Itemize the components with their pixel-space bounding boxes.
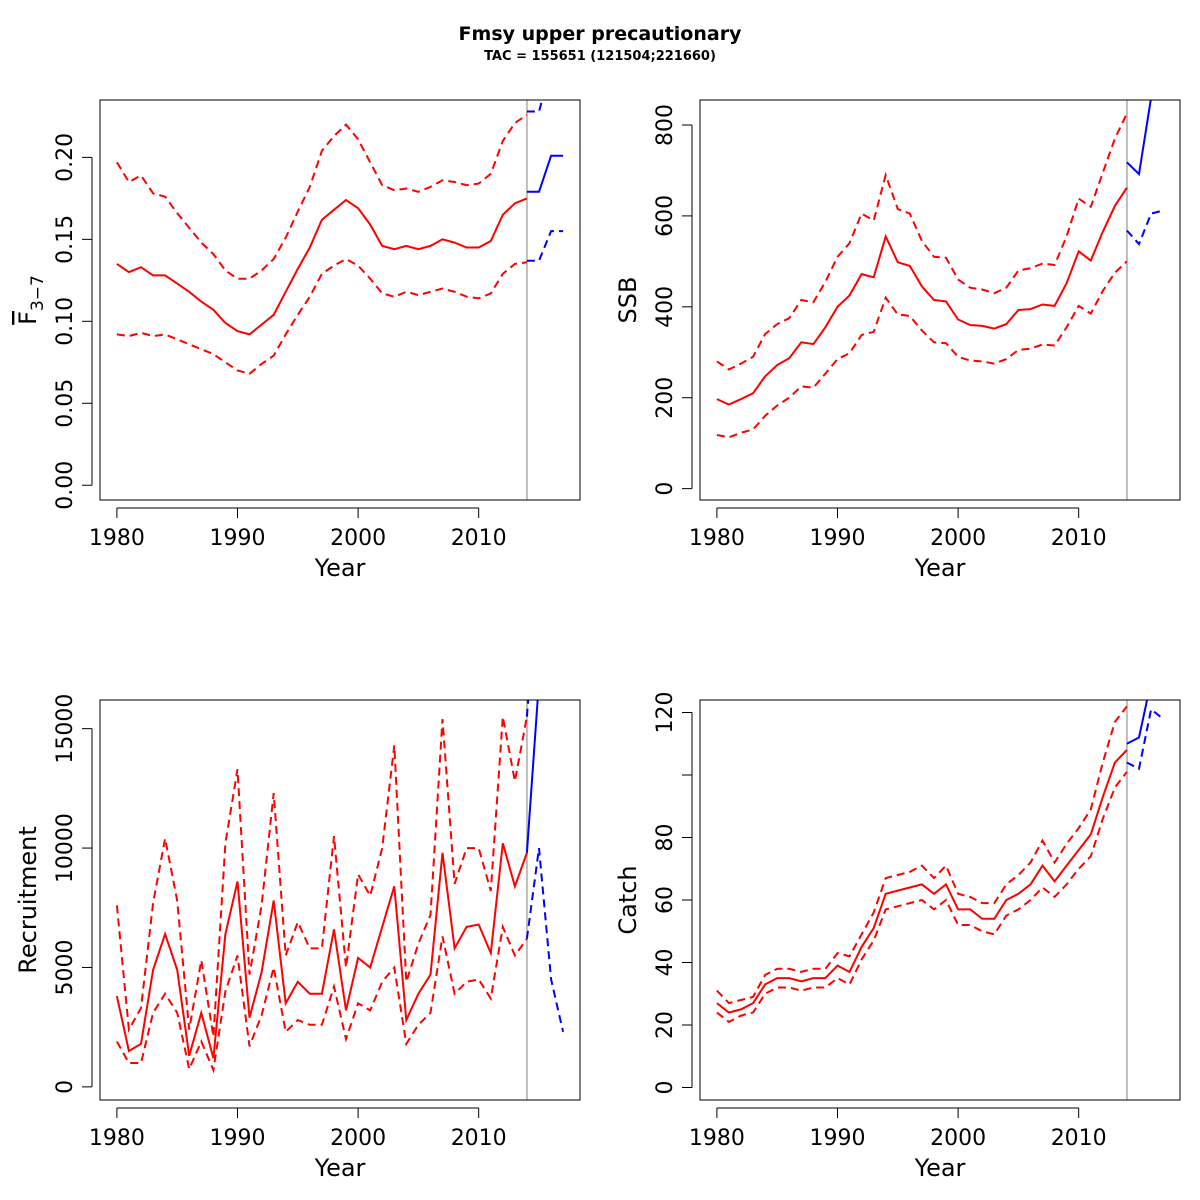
plot-area [716, 0, 1164, 439]
y-tick-label: 0.15 [53, 215, 78, 264]
y-tick-label: 0.05 [53, 379, 78, 428]
forecast-upper-bound [525, 700, 530, 717]
x-axis-label: Year [314, 1154, 366, 1182]
x-tick-label: 1990 [809, 526, 865, 551]
y-tick-label: 0.00 [53, 461, 78, 510]
x-tick-label: 2000 [930, 526, 986, 551]
y-tick-label: 15000 [53, 694, 78, 764]
forecast-estimate [1126, 700, 1149, 745]
forecast-lower-bound [1126, 707, 1164, 771]
y-axis-label: Recruitment [14, 826, 42, 973]
y-tick-label: 0.10 [53, 297, 78, 346]
y-axis-label: Catch [614, 865, 642, 934]
forecast-upper-bound [526, 100, 544, 113]
plot-area [716, 619, 1164, 1024]
panel-ssb: 1980 1990 2000 2010 Year 0 200 400 600 800 SSB [614, 0, 1181, 582]
x-axis-label: Year [914, 1154, 966, 1182]
plot-frame [699, 99, 1181, 501]
plot-frame [99, 699, 581, 1101]
x-tick-label: 2010 [1051, 526, 1107, 551]
panel-recruitment: 1980 1990 2000 2010 Year 0 5000 10000 15000 Recru… [14, 694, 581, 1182]
forecast-upper-bound [1127, 0, 1163, 89]
series-estimate [716, 749, 1128, 1014]
forecast-lower-bound [526, 230, 564, 262]
panel-catch: 1980 1990 2000 2010 Year 0 20 40 60 80 120 Catch [614, 619, 1181, 1182]
y-axis-label-main: F [14, 311, 42, 325]
y-axis-label: F3−7 [14, 275, 48, 325]
x-tick-label: 1990 [809, 1126, 865, 1151]
series-lower-bound [116, 923, 528, 1074]
y-axis-label-subscript: 3−7 [28, 275, 48, 311]
x-tick-label: 1990 [209, 526, 265, 551]
series-upper-bound [716, 705, 1128, 1005]
x-tick-label: 1980 [89, 1126, 145, 1151]
figure-title: Fmsy upper precautionary [459, 23, 743, 45]
x-tick-label: 1980 [689, 1126, 745, 1151]
y-tick-label: 400 [653, 286, 678, 328]
x-tick-label: 1980 [89, 526, 145, 551]
y-tick-label: 0.20 [53, 133, 78, 182]
series-upper-bound [116, 113, 528, 280]
forecast-estimate [526, 154, 564, 193]
panel-fbar: 1980 1990 2000 2010 Year 0.00 0.05 0.10 0.15 0.20… [14, 99, 581, 582]
y-axis-label: SSB [614, 277, 642, 324]
forecast-estimate [1126, 100, 1152, 177]
series-lower-bound [716, 771, 1128, 1024]
figure-subtitle: TAC = 155651 (121504;221660) [484, 49, 716, 64]
series-estimate [115, 843, 528, 1059]
plot-frame [99, 99, 581, 501]
x-axis-label: Year [314, 554, 366, 582]
y-tick-label: 0 [653, 482, 678, 496]
y-tick-label: 200 [653, 377, 678, 419]
y-tick-label: 0 [653, 1081, 678, 1095]
plot-area [115, 700, 565, 1074]
series-lower-bound [116, 257, 528, 375]
x-axis-label: Year [914, 554, 966, 582]
x-tick-label: 2010 [451, 1126, 507, 1151]
x-tick-label: 2010 [451, 526, 507, 551]
y-tick-label: 5000 [53, 939, 78, 995]
y-tick-label: 40 [653, 949, 678, 977]
series-upper-bound [115, 716, 528, 1037]
y-tick-label: 600 [653, 195, 678, 237]
y-tick-label: 20 [653, 1011, 678, 1039]
y-tick-label: 800 [653, 104, 678, 146]
forecast-upper-bound [1127, 619, 1163, 688]
y-tick-label: 0 [53, 1080, 78, 1094]
plot-area [116, 100, 564, 375]
series-lower-bound [716, 260, 1128, 439]
series-upper-bound [716, 113, 1128, 371]
series-estimate [716, 187, 1128, 406]
y-tick-label: 10000 [53, 813, 78, 883]
y-tick-label: 80 [653, 824, 678, 852]
forecast-lower-bound [1126, 209, 1164, 246]
plot-frame [699, 699, 1181, 1101]
x-tick-label: 1990 [209, 1126, 265, 1151]
forecast-lower-bound [525, 847, 565, 1033]
x-tick-label: 1980 [689, 526, 745, 551]
x-tick-label: 2000 [330, 526, 386, 551]
series-estimate [116, 197, 528, 336]
x-tick-label: 2000 [930, 1126, 986, 1151]
x-tick-label: 2010 [1051, 1126, 1107, 1151]
y-tick-label: 120 [653, 692, 678, 734]
y-tick-label: 60 [653, 886, 678, 914]
x-tick-label: 2000 [330, 1126, 386, 1151]
forecast-estimate [525, 700, 539, 853]
